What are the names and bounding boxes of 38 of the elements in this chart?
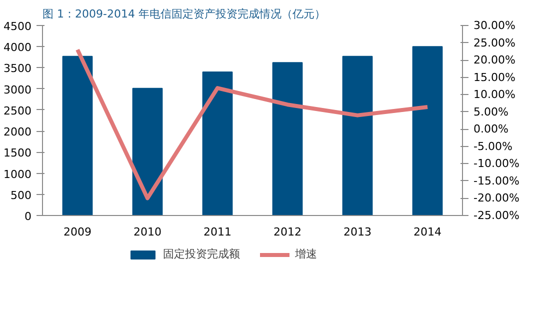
y2-tick-label: -25.00% (474, 209, 520, 222)
legend-label: 增速 (294, 246, 317, 262)
bar (272, 62, 303, 216)
bar (342, 56, 373, 216)
x-tick-label: 2013 (344, 226, 372, 238)
bar (412, 46, 443, 216)
y-tick-label: 3000 (4, 83, 32, 96)
bar (132, 88, 163, 216)
bar (62, 56, 93, 216)
x-tick-label: 2010 (134, 226, 162, 238)
y2-tick-label: -5.00% (474, 140, 512, 153)
y-tick-label: 4000 (4, 41, 32, 54)
legend-label: 固定投资完成额 (162, 246, 240, 262)
y2-tick-label: 30.00% (474, 19, 516, 32)
y2-tick-label: -10.00% (474, 157, 520, 170)
y2-tick-label: -15.00% (474, 174, 520, 188)
y-tick-label: 1000 (4, 168, 32, 181)
y-tick-label: 4500 (4, 20, 32, 33)
y-tick-label: 2500 (4, 104, 32, 118)
y-tick-label: 2000 (4, 126, 32, 139)
x-tick-label: 2012 (274, 226, 302, 238)
y2-tick-label: 15.00% (474, 70, 516, 84)
y-tick-label: 3500 (4, 62, 32, 76)
y2-tick-label: 5.00% (474, 105, 508, 118)
y2-tick-label: 10.00% (474, 88, 516, 102)
x-tick-label: 2014 (414, 226, 442, 238)
bar (202, 71, 233, 216)
y2-tick-label: -20.00% (474, 192, 520, 205)
chart-title: 图 1：2009-2014 年电信固定资产投资完成情况（亿元） (42, 8, 326, 20)
y-tick-label: 0 (24, 210, 32, 223)
y-tick-label: 500 (10, 188, 32, 202)
x-tick-label: 2009 (64, 226, 92, 238)
y-tick-label: 1500 (4, 146, 32, 160)
line-series (76, 48, 430, 200)
y2-tick-label: 0.00% (474, 122, 508, 136)
x-tick-label: 2011 (204, 226, 232, 238)
y2-tick-label: 20.00% (474, 54, 516, 67)
y2-tick-label: 25.00% (474, 36, 516, 50)
